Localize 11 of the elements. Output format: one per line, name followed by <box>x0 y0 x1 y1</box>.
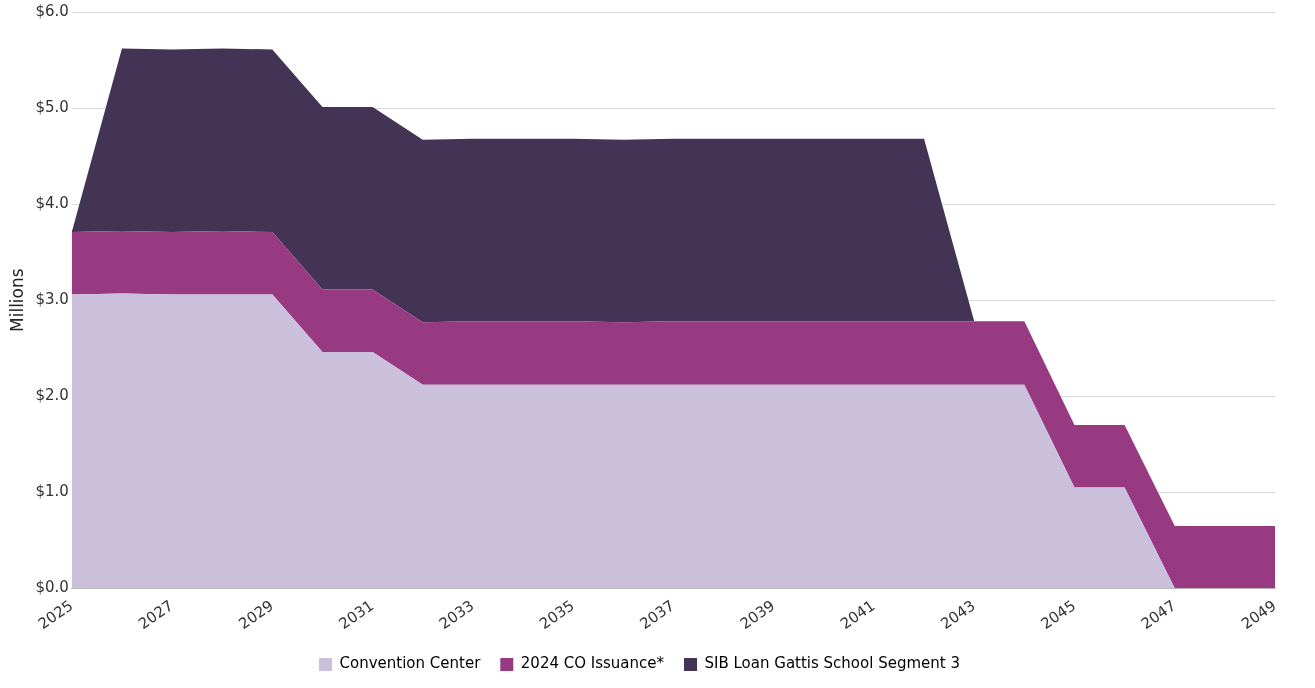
y-tick-label: $1.0 <box>35 482 69 501</box>
legend-label: SIB Loan Gattis School Segment 3 <box>704 654 960 673</box>
y-tick-label: $6.0 <box>35 1 69 20</box>
y-axis-title: Millions <box>6 268 27 332</box>
legend-label: Convention Center <box>339 654 482 673</box>
y-tick-label: $3.0 <box>35 290 69 309</box>
legend-label: 2024 CO Issuance* <box>520 654 665 673</box>
y-tick-label: $0.0 <box>35 578 69 597</box>
y-tick-label: $4.0 <box>35 194 69 213</box>
y-tick-label: $5.0 <box>35 97 69 116</box>
y-tick-label: $2.0 <box>35 386 69 405</box>
